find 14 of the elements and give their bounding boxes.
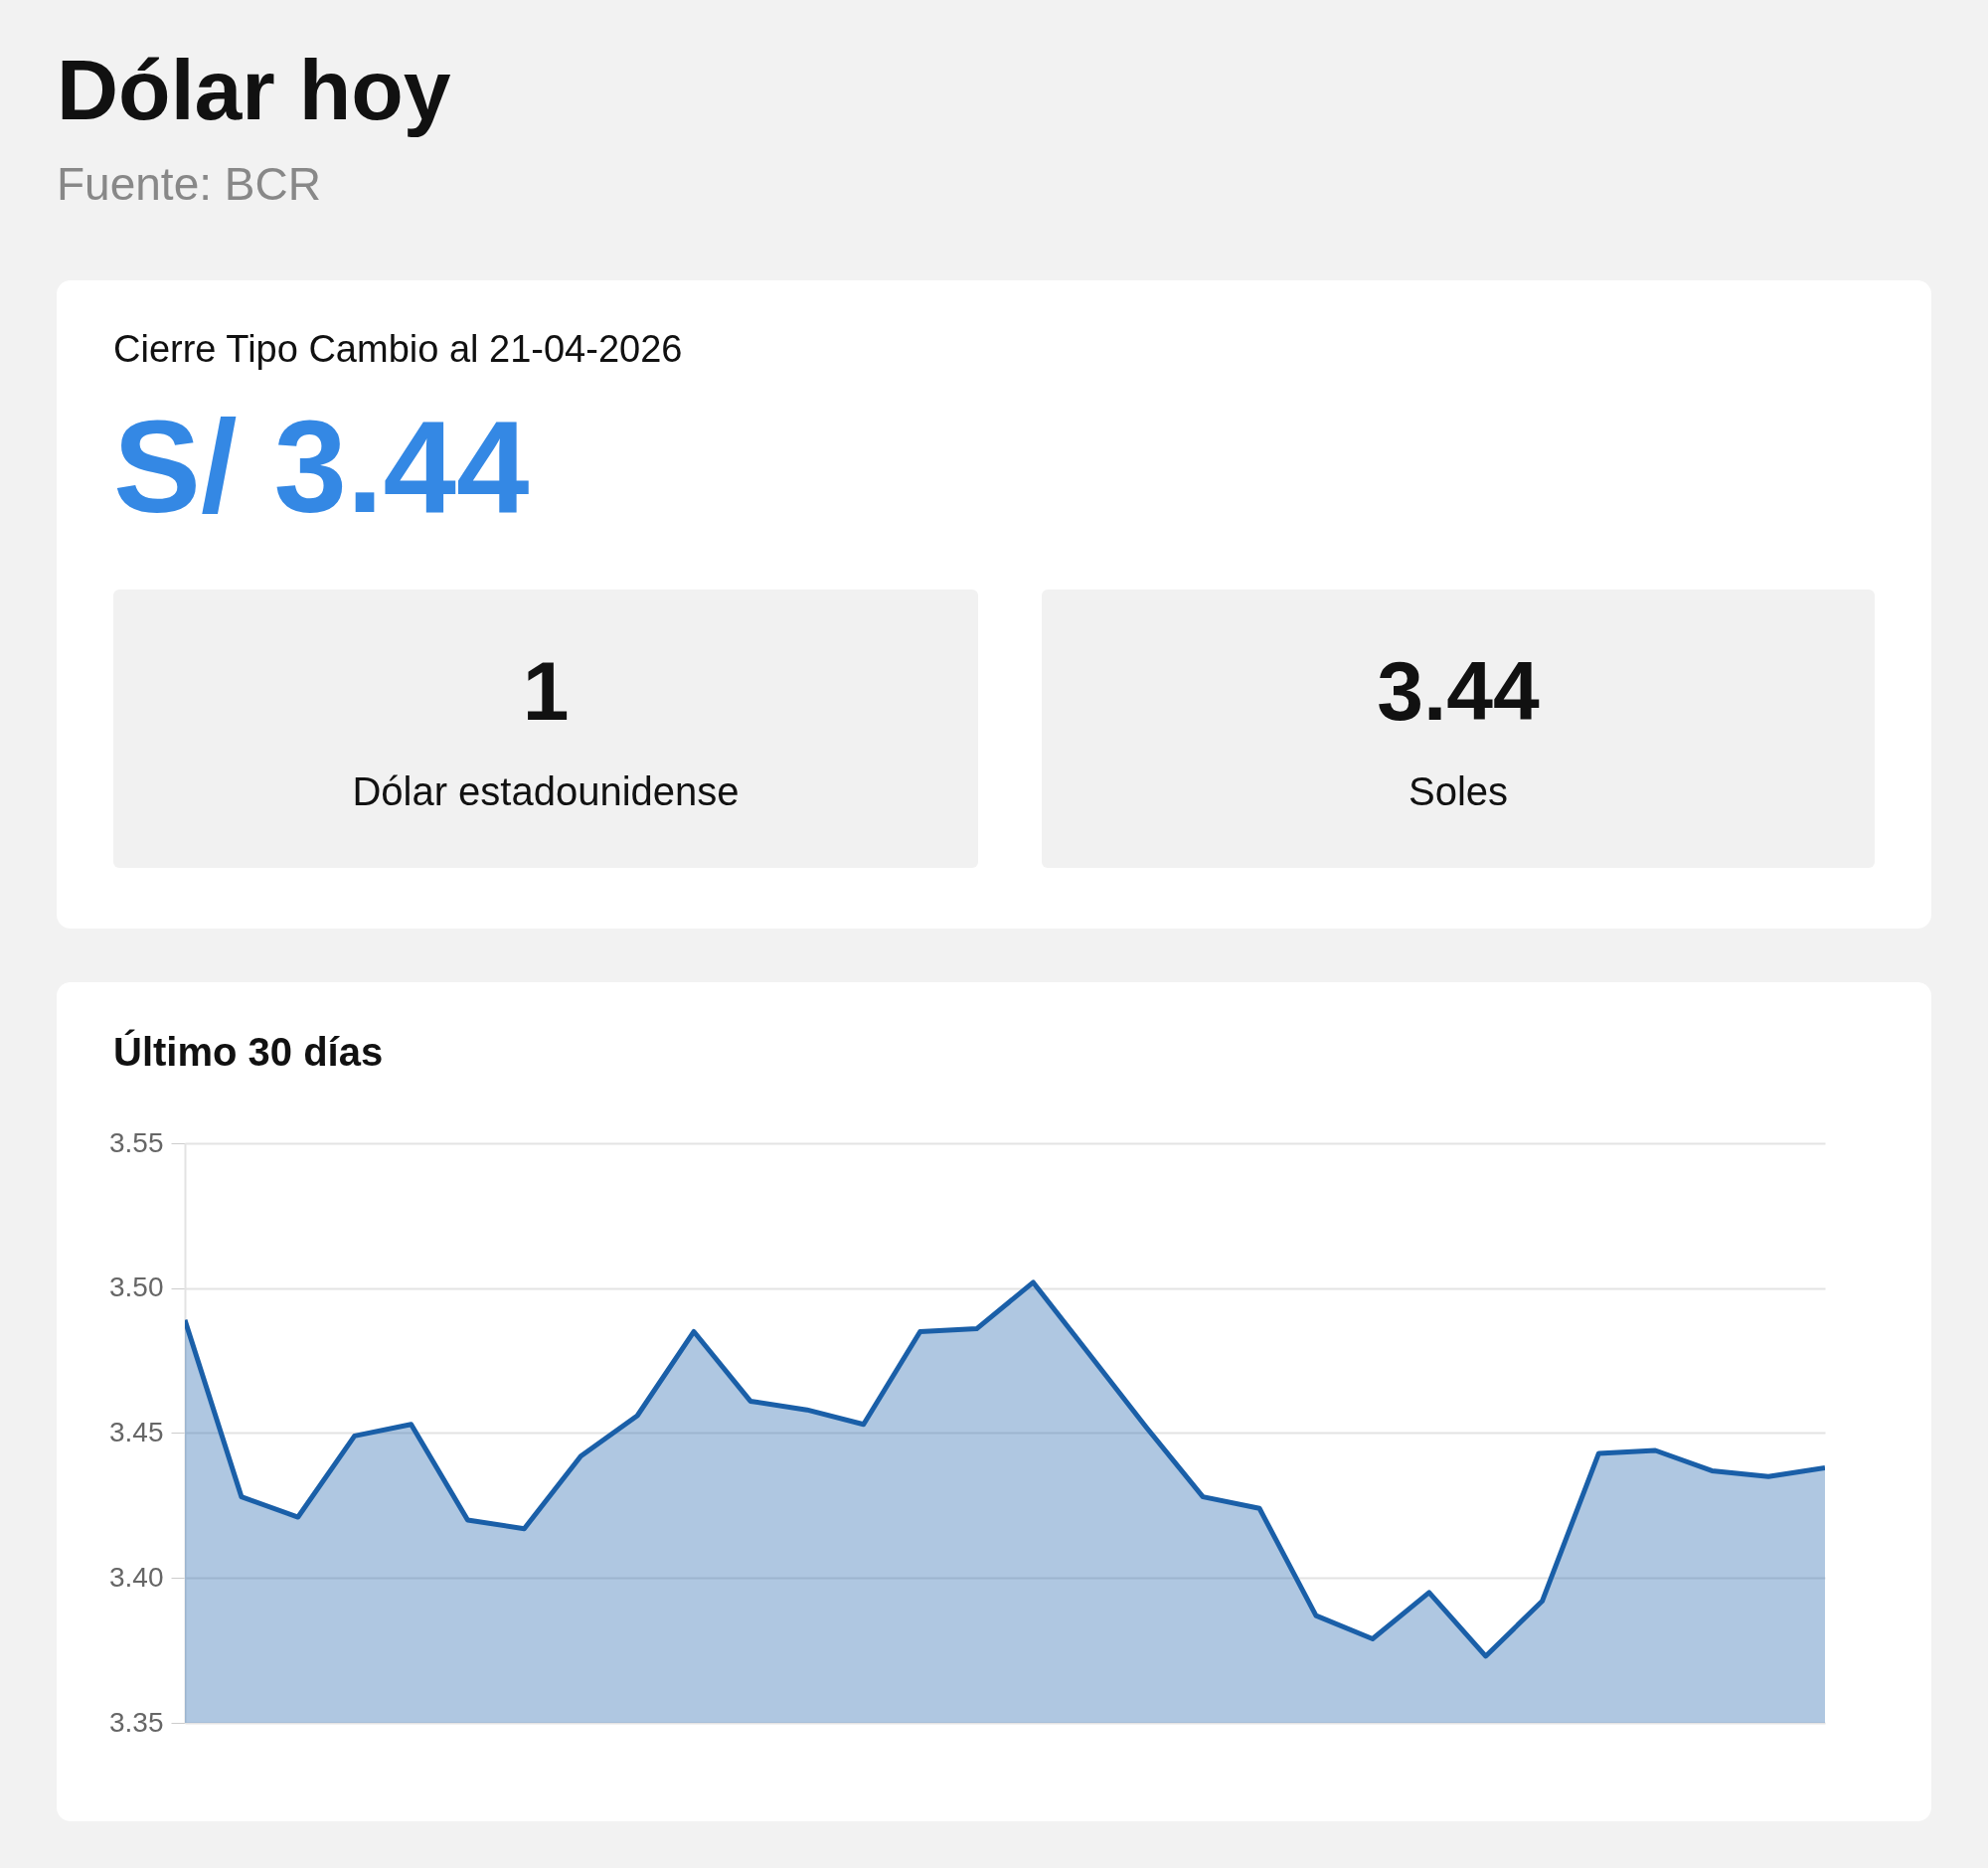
text: 1	[522, 643, 570, 740]
text: Dólar estadounidense	[352, 769, 740, 814]
chart-title: Último 30 días	[113, 1030, 385, 1075]
y-tick-label: 3.55	[109, 1126, 164, 1158]
text: Soles	[1408, 769, 1509, 814]
y-tick-label: 3.35	[109, 1706, 164, 1738]
text: 3.44	[1377, 643, 1540, 740]
y-tick-label: 3.50	[109, 1272, 164, 1303]
y-tick-label: 3.40	[109, 1561, 164, 1593]
text: Cierre Tipo Cambio al 21-04-2026	[113, 328, 684, 371]
text: Dólar hoy	[57, 41, 452, 139]
text: S/ 3.44	[113, 393, 531, 542]
text: Fuente: BCR	[57, 157, 322, 211]
y-tick-label: 3.45	[109, 1417, 164, 1447]
